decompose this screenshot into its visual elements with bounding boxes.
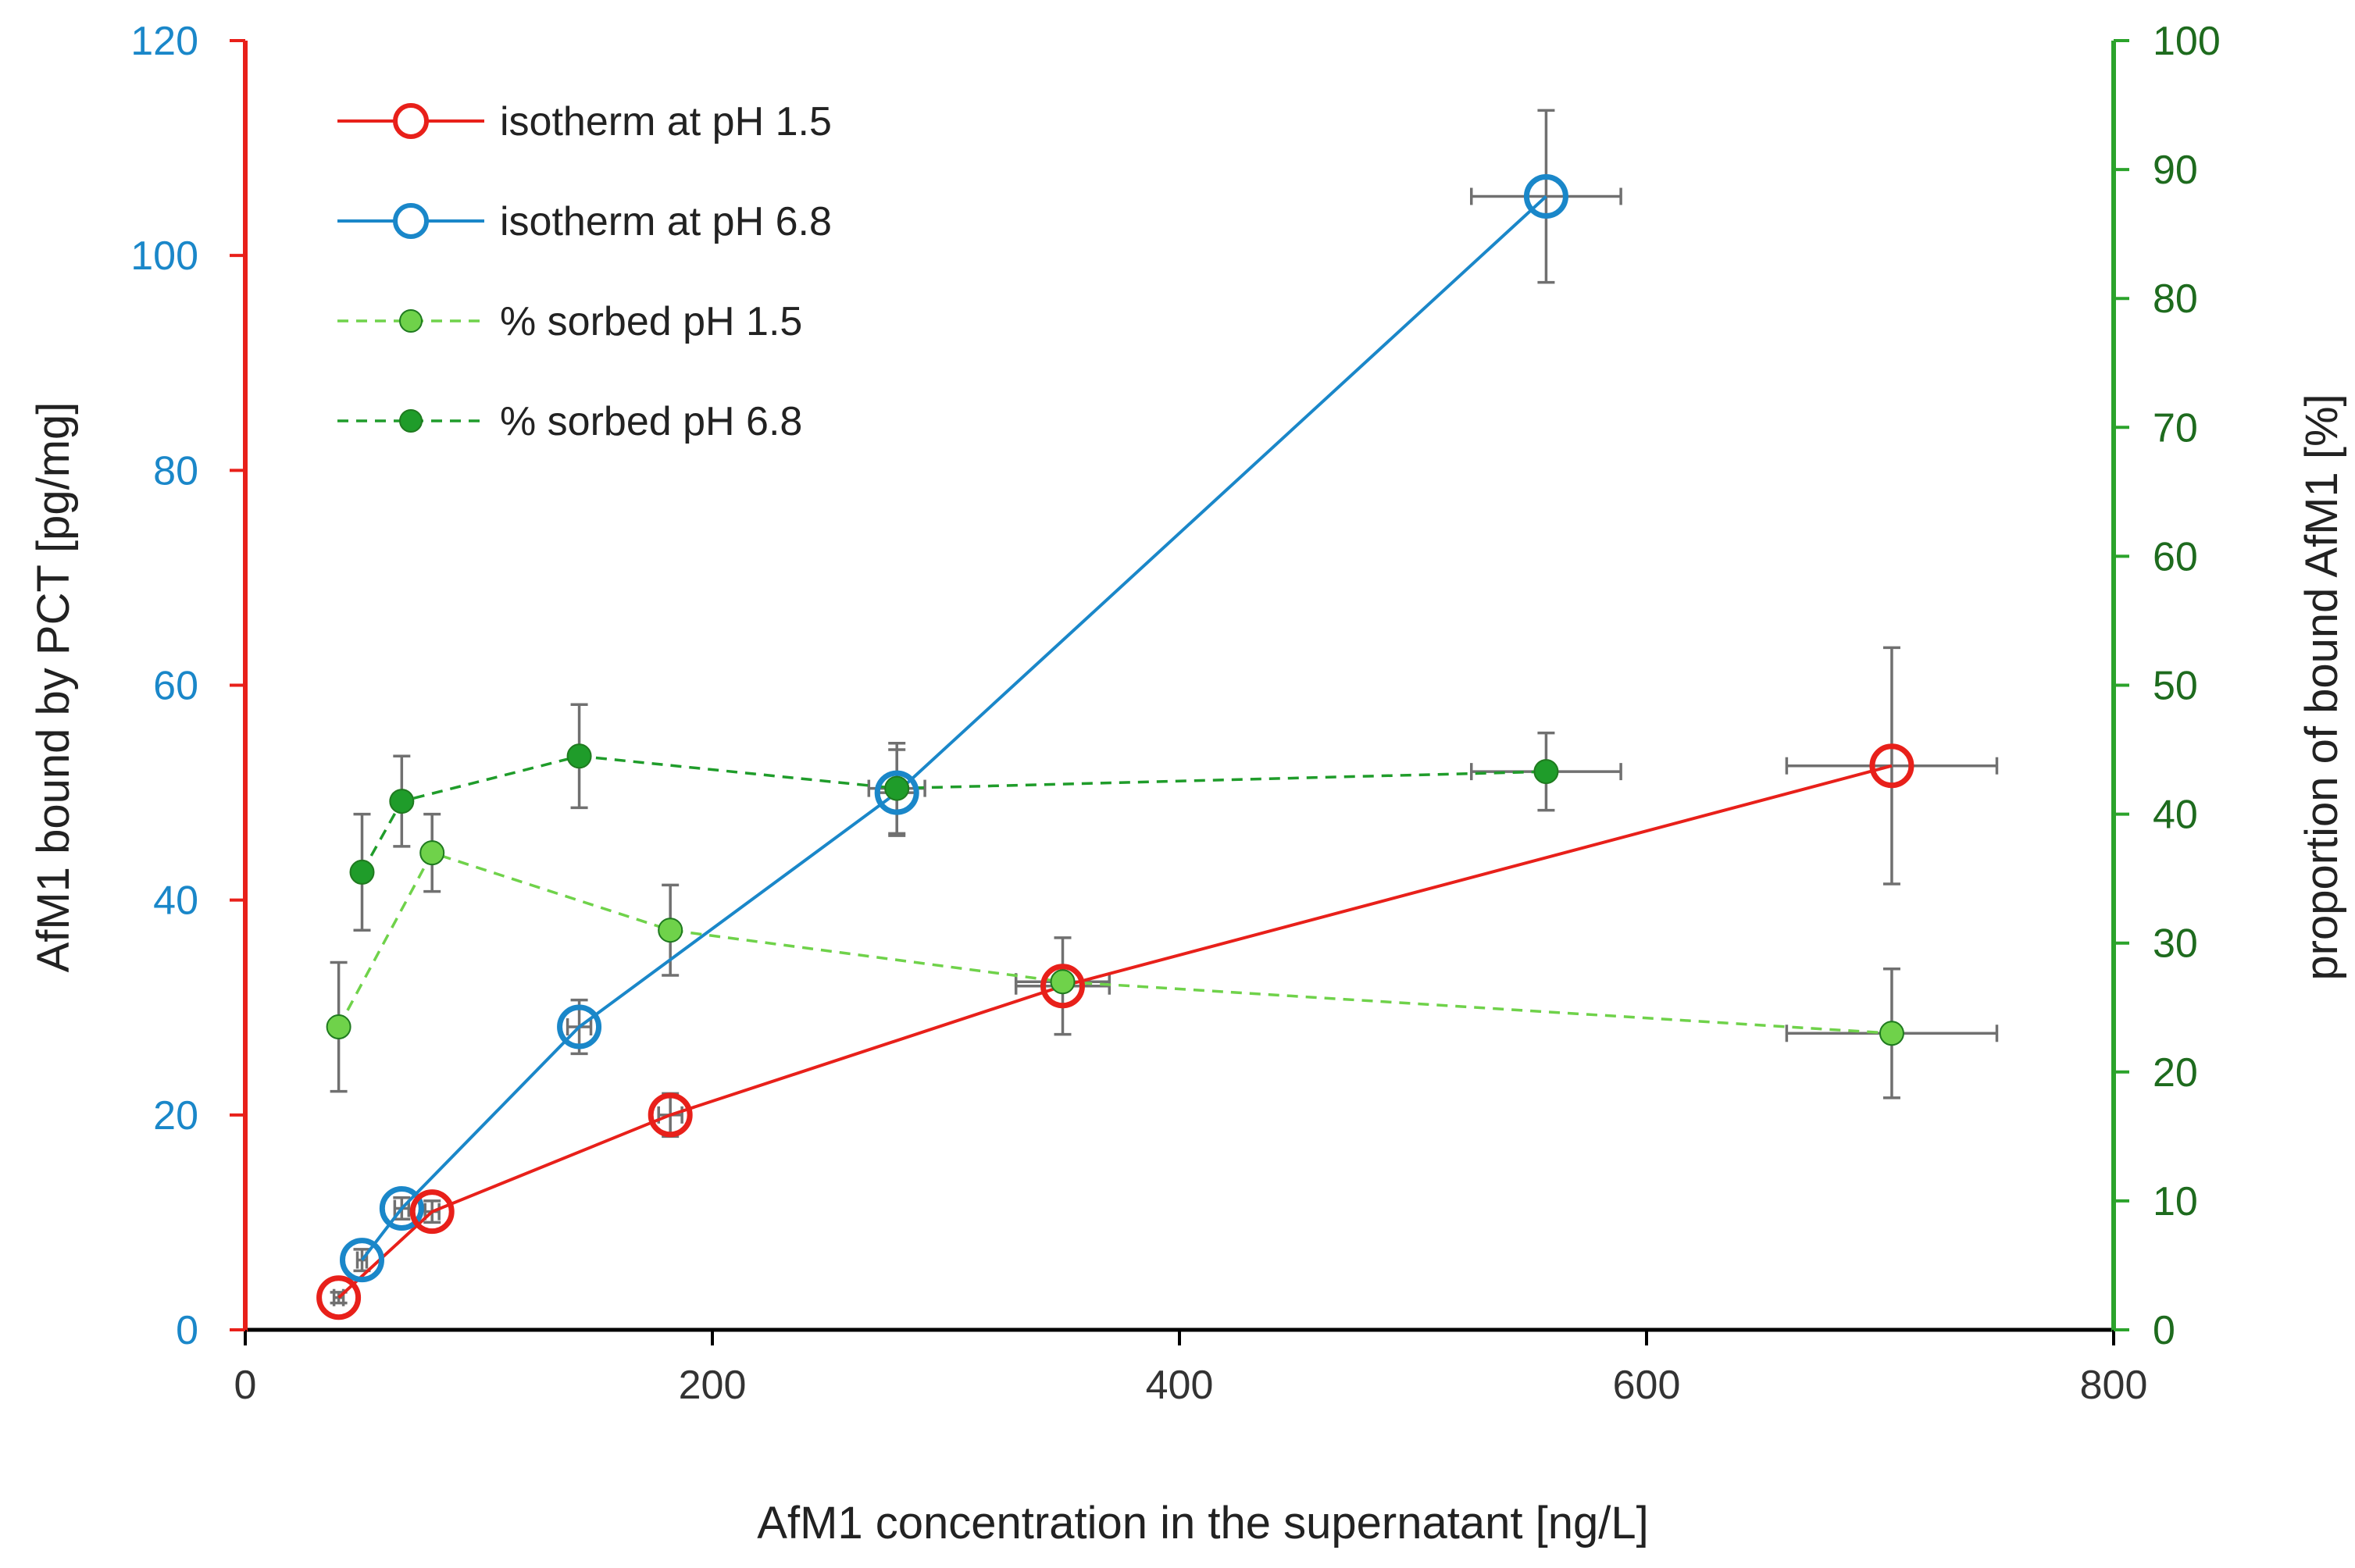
axis-ticks: 0 200 400 600 800020406080100120010203040506… bbox=[130, 19, 2221, 1408]
data-point-open bbox=[1523, 173, 1568, 219]
error-bars bbox=[330, 109, 1999, 1306]
data-point-open bbox=[874, 770, 919, 815]
right-y-tick-label: 100 bbox=[2153, 19, 2221, 64]
data-point-open bbox=[409, 1189, 455, 1235]
x-tick-label: 600 bbox=[1613, 1363, 1681, 1408]
data-point-open bbox=[1040, 964, 1085, 1009]
legend-marker bbox=[399, 409, 423, 433]
data-point-filled bbox=[1050, 969, 1076, 995]
left-y-tick-label: 40 bbox=[153, 878, 198, 924]
legend-label: % sorbed pH 6.8 bbox=[500, 399, 802, 444]
legend-label: isotherm at pH 1.5 bbox=[500, 99, 832, 144]
left-y-tick-label: 80 bbox=[153, 448, 198, 494]
series-line bbox=[360, 195, 1547, 1261]
legend-marker bbox=[399, 309, 423, 333]
legend-marker bbox=[393, 103, 429, 139]
legend-label: isotherm at pH 6.8 bbox=[500, 199, 832, 244]
data-point-open bbox=[316, 1275, 362, 1320]
data-point-filled bbox=[389, 789, 415, 814]
left-y-axis-title: AfM1 bound by PCT [pg/mg] bbox=[28, 402, 79, 973]
data-point-filled bbox=[326, 1014, 351, 1040]
x-tick-label: 800 bbox=[2080, 1363, 2148, 1408]
right-y-tick-label: 60 bbox=[2153, 534, 2198, 579]
left-y-tick-label: 20 bbox=[153, 1093, 198, 1139]
right-y-tick-label: 90 bbox=[2153, 148, 2198, 193]
data-point-filled bbox=[349, 859, 375, 885]
data-point-filled bbox=[658, 918, 683, 943]
right-y-tick-label: 70 bbox=[2153, 405, 2198, 451]
series-line bbox=[337, 851, 1893, 1035]
data-point-open bbox=[379, 1186, 424, 1231]
x-tick-label: 400 bbox=[1146, 1363, 1214, 1408]
right-y-tick-label: 40 bbox=[2153, 793, 2198, 838]
data-point-open bbox=[557, 1004, 602, 1049]
data-point-open bbox=[1869, 743, 1914, 789]
data-point-open bbox=[648, 1092, 693, 1138]
x-tick-label: 0 bbox=[234, 1363, 257, 1408]
left-y-tick-label: 120 bbox=[130, 19, 198, 64]
left-y-tick-label: 100 bbox=[130, 233, 198, 279]
right-y-tick-label: 80 bbox=[2153, 276, 2198, 322]
right-y-tick-label: 20 bbox=[2153, 1050, 2198, 1096]
right-y-axis-title: proportion of bound AfM1 [%] bbox=[2296, 394, 2347, 980]
series-markers bbox=[316, 173, 1914, 1320]
right-y-tick-label: 50 bbox=[2153, 664, 2198, 709]
legend-marker bbox=[393, 203, 429, 239]
series-line bbox=[337, 764, 1893, 1299]
right-y-tick-label: 10 bbox=[2153, 1179, 2198, 1224]
x-axis-title: AfM1 concentration in the supernatant [n… bbox=[757, 1498, 1648, 1548]
x-tick-label: 200 bbox=[679, 1363, 747, 1408]
data-point-filled bbox=[566, 743, 592, 769]
right-y-tick-label: 30 bbox=[2153, 921, 2198, 967]
data-point-filled bbox=[419, 840, 445, 866]
data-point-filled bbox=[1879, 1021, 1904, 1046]
data-point-open bbox=[340, 1238, 384, 1283]
left-y-tick-label: 0 bbox=[176, 1308, 198, 1353]
legend-label: % sorbed pH 1.5 bbox=[500, 299, 802, 344]
left-y-tick-label: 60 bbox=[153, 664, 198, 709]
series-line bbox=[360, 754, 1547, 873]
data-point-filled bbox=[1533, 759, 1559, 785]
right-y-tick-label: 0 bbox=[2153, 1308, 2175, 1353]
data-point-filled bbox=[884, 775, 910, 801]
legend: isotherm at pH 1.5 isotherm at pH 6.8 % so… bbox=[337, 99, 832, 444]
